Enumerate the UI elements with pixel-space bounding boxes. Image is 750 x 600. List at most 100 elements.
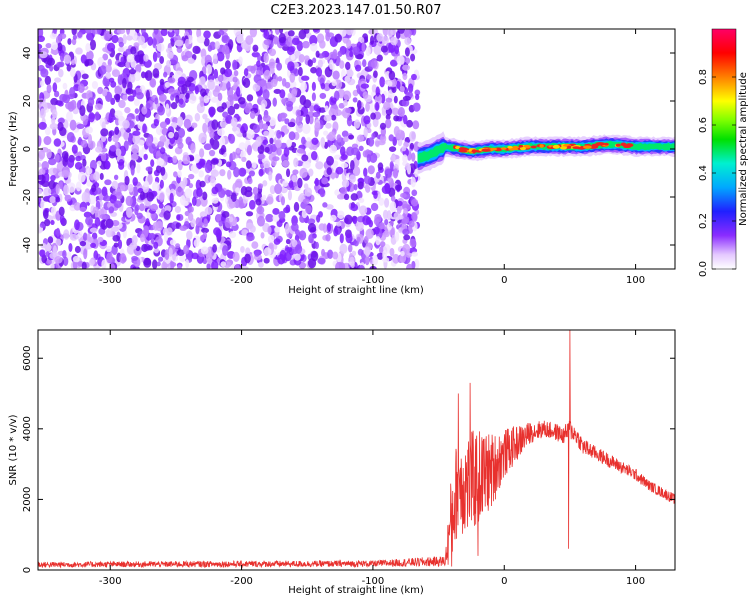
spectrogram-cell [218, 148, 225, 155]
spectrogram-cell [87, 134, 93, 145]
spectrogram-cell [177, 76, 186, 85]
spectrogram-cell [395, 80, 401, 89]
spectrogram-cell [312, 145, 318, 151]
spectrogram-cell [332, 49, 338, 60]
spectrogram-cell [240, 126, 245, 134]
spectrogram-cell [46, 57, 56, 67]
spectrogram-cell [382, 29, 389, 36]
spectrogram-cell [394, 184, 403, 191]
spectrogram-cell [62, 256, 69, 267]
spectrogram-cell [372, 117, 379, 128]
spectrogram-cell [38, 58, 41, 66]
spectrogram-cell [108, 130, 113, 139]
spectrogram-cell [128, 74, 136, 84]
spectrogram-cell [401, 99, 410, 107]
spectrogram-cell [240, 265, 249, 269]
spectrogram-cell [374, 94, 383, 105]
spectrogram-cell [391, 153, 396, 162]
signal-core-cell [595, 142, 606, 146]
spectrogram-cell [350, 203, 359, 212]
spectrogram-cell [247, 177, 253, 185]
spectrogram-cell [327, 131, 336, 142]
spectrogram-cell [57, 42, 63, 52]
spectrogram-cell [400, 192, 407, 198]
spectrogram-cell [143, 257, 152, 268]
spectrogram-cell [329, 59, 334, 70]
spectrogram-cell [217, 29, 225, 36]
spectrogram-cell [391, 107, 400, 116]
spectrogram-cell [195, 217, 202, 227]
spectrogram-cell [242, 77, 251, 89]
spectrogram-cell [55, 227, 61, 237]
spectrogram-cell [160, 29, 168, 37]
spectrogram-cell [200, 88, 207, 97]
spectrogram-cell [357, 134, 365, 143]
spectrogram-cell [143, 180, 150, 188]
spectrogram-cell [204, 163, 212, 174]
spectrogram-cell [329, 172, 337, 179]
spectrogram-cell [174, 39, 184, 47]
spectrogram-cell [371, 132, 376, 140]
spectrogram-cell [404, 136, 411, 144]
spectrogram-cell [398, 107, 405, 118]
spectrogram-cell [367, 137, 375, 147]
spectrogram-cell [371, 57, 378, 69]
spectrogram-cell [313, 104, 320, 112]
spectrogram-cell [408, 131, 417, 142]
spectrogram-cell [302, 161, 311, 169]
spectrogram-cell [263, 39, 272, 46]
spectrogram-cell [357, 248, 364, 256]
spectrogram-cell [282, 180, 289, 188]
spectrogram-cell [153, 118, 160, 127]
spectrogram-cell [83, 248, 88, 260]
spectrogram-cell [85, 216, 94, 226]
spectrogram-cell [63, 229, 70, 240]
spectrogram-cell [211, 186, 219, 195]
spectrogram-cell [268, 171, 273, 181]
spectrogram-cell [154, 97, 159, 105]
spectrogram-cell [100, 128, 109, 137]
signal-core-cell [500, 147, 507, 150]
chart-title: C2E3.2023.147.01.50.R07 [270, 3, 441, 18]
spectrogram-cell [276, 129, 282, 139]
spectrogram-cell [376, 252, 384, 260]
spectrogram-cell [226, 80, 231, 91]
spectrogram-cell [276, 146, 282, 156]
spectrogram-cell [134, 71, 141, 82]
spectrogram-cell [175, 187, 184, 197]
spectrogram-cell [384, 197, 390, 208]
spectrogram-cell [357, 177, 365, 184]
spectrogram-cell [336, 134, 342, 143]
spectrogram-cell [145, 218, 150, 226]
spectrogram-cell [252, 124, 261, 134]
spectrogram-cell [163, 71, 168, 78]
spectrogram-cell [87, 97, 95, 107]
spectrogram-cell [252, 186, 259, 196]
spectrogram-cell [315, 50, 320, 58]
spectrogram-cell [53, 138, 62, 147]
spectrogram-cell [82, 232, 88, 241]
spectrogram-cell [153, 241, 159, 249]
spectrogram-cell [77, 31, 83, 38]
spectrogram-cell [115, 148, 122, 157]
spectrogram-cell [307, 223, 317, 233]
spectrogram-cell [74, 162, 83, 170]
spectrogram-cell [269, 137, 274, 145]
spectrogram-cell [38, 161, 42, 168]
spectrogram-cell [156, 42, 165, 52]
spectrogram-cell [218, 220, 224, 227]
spectrogram-cell [54, 153, 60, 163]
spectrogram-cell [142, 123, 147, 134]
spectrogram-cell [175, 243, 181, 249]
spectrogram-cell [262, 194, 267, 200]
spectrogram-cell [272, 156, 280, 162]
spectrogram-cell [86, 32, 95, 41]
spectrogram-cell [238, 167, 247, 177]
spectrogram-cell [140, 233, 145, 243]
spectrogram-cell [134, 64, 142, 74]
spectrogram-cell [203, 218, 208, 227]
spectrogram-cell [358, 197, 365, 204]
signal-core-cell [481, 148, 491, 152]
spectrogram-cell [337, 50, 343, 57]
spectrogram-cell [174, 205, 182, 214]
